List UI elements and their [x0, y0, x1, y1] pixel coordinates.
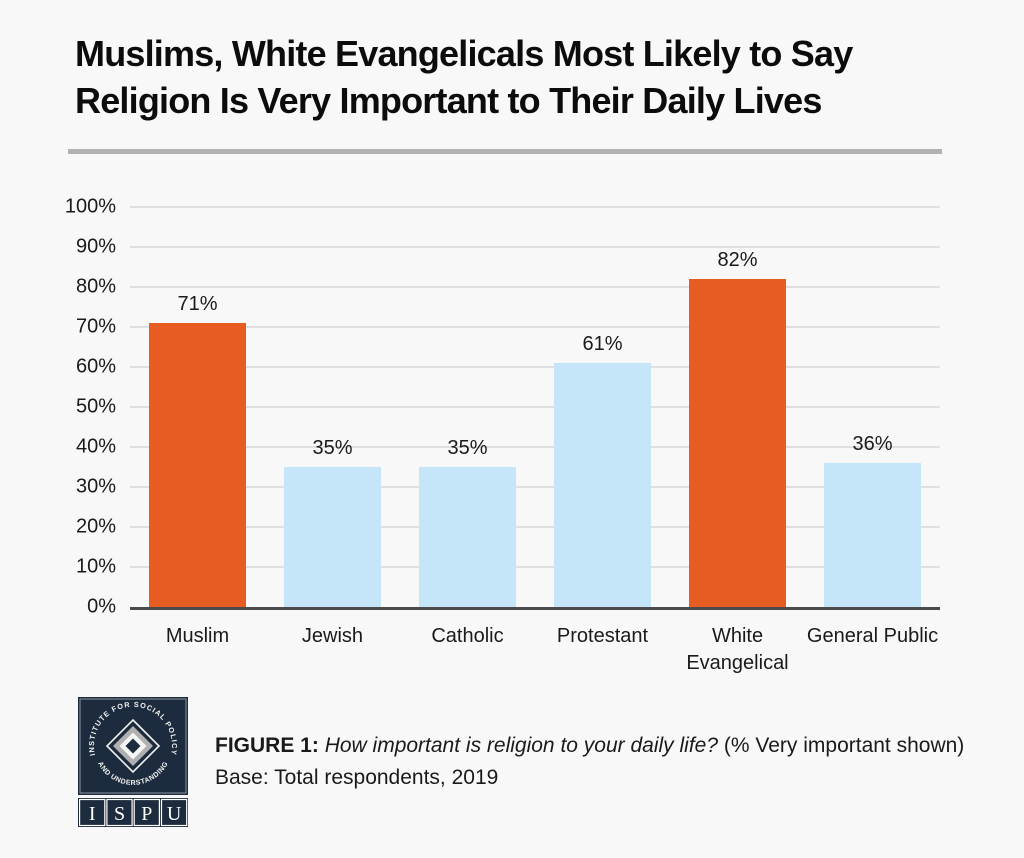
logo-letter-u: U: [167, 803, 182, 825]
bar-jewish: [284, 467, 381, 608]
bar-value-label: 35%: [447, 437, 488, 460]
logo-diamond-core: [125, 738, 141, 754]
footer: INSTITUTE FOR SOCIAL POLICY AND UNDERSTA…: [78, 697, 1024, 828]
chart-title-line1: Muslims, White Evangelicals Most Likely …: [75, 33, 853, 74]
bar-column: 35%: [265, 207, 400, 608]
bar-column: 35%: [400, 207, 535, 608]
bar-column: 71%: [130, 207, 265, 608]
y-tick-40: 40%: [75, 435, 116, 458]
x-label-white-evangelical: White Evangelical: [686, 625, 789, 675]
logo-emblem-border: [79, 698, 187, 794]
gridline: [130, 246, 940, 249]
bar-white-evangelical: [689, 279, 786, 608]
logo-letter-box: [106, 799, 133, 827]
logo-letter-box: [160, 799, 188, 827]
x-label-jewish: Jewish: [301, 625, 364, 648]
bar-protestant: [554, 363, 651, 608]
y-tick-90: 90%: [75, 235, 116, 258]
caption-detail: (% Very important shown) Base: Total res…: [215, 733, 965, 790]
figure-caption: FIGURE 1: How important is religion to y…: [215, 730, 977, 795]
bar-value-label: 71%: [177, 293, 218, 316]
bar-general-public: [824, 463, 921, 608]
gridline: [130, 366, 940, 369]
gridline: [130, 526, 940, 529]
chart-title: Muslims, White Evangelicals Most Likely …: [0, 0, 1024, 124]
y-tick-0: 0%: [87, 595, 116, 618]
bars: 71% 35% 35% 61% 82% 36%: [130, 207, 940, 608]
logo-letter-s: S: [114, 803, 125, 825]
logo-diamond-outline: [105, 719, 161, 774]
logo-letter-i: I: [89, 803, 96, 825]
y-tick-10: 10%: [75, 555, 116, 578]
bar-catholic: [419, 467, 516, 608]
bar-column: 36%: [805, 207, 940, 608]
bar-column: 61%: [535, 207, 670, 608]
logo-diamond-icon: [105, 719, 161, 774]
logo-letter-box: [133, 799, 161, 827]
y-tick-80: 80%: [75, 275, 116, 298]
logo-letter-box: [79, 799, 106, 827]
figure-label: FIGURE 1:: [215, 733, 319, 757]
title-divider: [68, 149, 942, 155]
x-label-muslim: Muslim: [165, 625, 230, 648]
x-label-general-public: General Public: [806, 625, 939, 648]
y-tick-20: 20%: [75, 515, 116, 538]
y-tick-30: 30%: [75, 475, 116, 498]
y-tick-50: 50%: [75, 395, 116, 418]
bar-value-label: 36%: [852, 433, 893, 456]
caption-question: How important is religion to your daily …: [324, 733, 719, 757]
bar-value-label: 61%: [582, 333, 623, 356]
gridline: [130, 206, 940, 209]
bar-column: 82%: [670, 207, 805, 608]
y-tick-70: 70%: [75, 315, 116, 338]
chart-title-line2: Religion Is Very Important to Their Dail…: [75, 80, 822, 122]
gridline: [130, 446, 940, 449]
gridline: [130, 286, 940, 289]
bar-value-label: 82%: [717, 249, 758, 272]
logo-letter-p: P: [141, 803, 152, 825]
x-label-catholic: Catholic: [431, 625, 504, 648]
gridline: [130, 486, 940, 489]
gridline: [130, 566, 940, 569]
gridline: [130, 406, 940, 409]
y-tick-60: 60%: [75, 355, 116, 378]
bar-chart: 0% 10% 20% 30% 40% 50% 60% 70% 80% 90% 100% 71% 35%…: [65, 196, 940, 677]
x-axis: Muslim Jewish Catholic Protestant White Evan…: [130, 623, 940, 677]
gridline: [130, 326, 940, 329]
y-tick-100: 100%: [64, 195, 116, 218]
bar-muslim: [149, 323, 246, 608]
ispu-logo: INSTITUTE FOR SOCIAL POLICY AND UNDERSTA…: [78, 697, 188, 828]
plot-area: 0% 10% 20% 30% 40% 50% 60% 70% 80% 90% 100% 71% 35%…: [65, 196, 940, 618]
x-label-protestant: Protestant: [556, 625, 649, 648]
bar-value-label: 35%: [312, 437, 353, 460]
y-axis: 0% 10% 20% 30% 40% 50% 60% 70% 80% 90% 100%: [26, 196, 116, 618]
